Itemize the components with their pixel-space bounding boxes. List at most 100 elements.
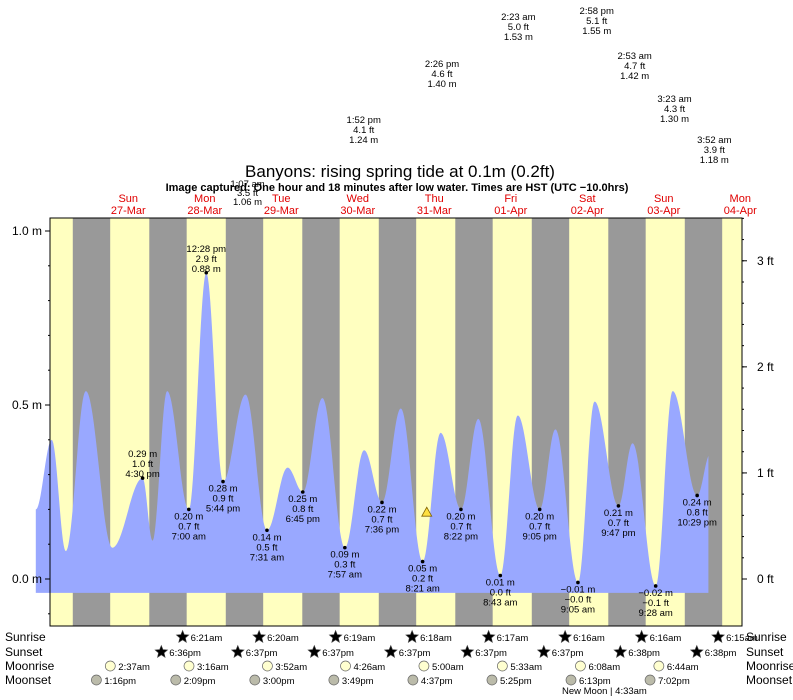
tide-extreme-point [265,528,269,533]
tide-extreme-label: 2.9 ft [196,254,217,265]
tide-extreme-point [420,559,425,564]
moonrise-row-label-right: Moonrise [746,659,793,673]
offscale-high-label: 4.1 ft [353,125,374,136]
tide-extreme-label: 0.3 ft [334,560,355,571]
sunset-time: 6:37pm [322,648,354,659]
day-name-label: Wed [347,193,369,205]
tide-extreme-label: 0.20 m [174,511,203,522]
sunrise-time: 6:20am [267,633,299,644]
sunset-star-icon [536,644,551,658]
tide-extreme-label: 7:31 am [250,552,284,563]
moonrise-time: 3:52am [275,662,307,673]
tide-extreme-label: 5:44 pm [206,504,240,515]
moonset-time: 5:25pm [500,676,532,687]
day-name-label: Tue [272,193,291,205]
offscale-high-label: 2:26 pm [425,59,459,70]
day-date-label: 28-Mar [187,205,222,217]
sunset-time: 6:37pm [246,648,278,659]
moonrise-time: 4:26am [354,662,386,673]
tide-extreme-label: −0.02 m [638,588,673,599]
tide-extreme-point [221,479,225,484]
sunset-star-icon [307,644,322,658]
sunrise-time: 6:17am [497,633,529,644]
day-date-label: 30-Mar [340,205,375,217]
tide-extreme-label: 0.7 ft [529,521,550,532]
moonset-time: 3:00pm [263,676,295,687]
tide-extreme-point [204,270,209,275]
moonset-moon-icon [407,674,419,686]
tide-extreme-label: 0.2 ft [412,574,433,585]
moonset-time: 4:37pm [421,676,453,687]
offscale-high-label: 4.6 ft [431,69,452,80]
day-date-label: 03-Apr [647,205,680,217]
plot-frame [49,217,743,627]
sunset-star-icon [460,644,475,658]
offscale-high-label: 1.24 m [349,135,378,146]
day-name-label: Mon [730,193,751,205]
sunset-row-label-left: Sunset [5,645,43,659]
tide-extreme-point [616,504,621,508]
moonrise-row-label-left: Moonrise [5,659,55,673]
moonset-moon-icon [170,674,182,686]
tide-extreme-label: 9:47 pm [601,528,635,539]
sunrise-time: 6:16am [650,633,682,644]
tide-extreme-label: 0.9 ft [212,494,233,505]
moonrise-moon-icon [262,660,273,672]
tide-extreme-point [459,507,463,512]
tide-extreme-label: 0.88 m [192,264,221,275]
tide-extreme-point [187,507,191,512]
tide-extreme-label: 0.29 m [128,449,157,460]
offscale-high-label: 1:52 pm [347,115,381,126]
day-name-label: Sun [118,193,138,205]
tide-extreme-label: 6:45 pm [286,514,320,525]
moonset-row-label-right: Moonset [746,673,793,687]
day-date-label: 04-Apr [724,205,757,217]
offscale-high-label: 3:23 am [657,94,691,105]
offscale-high-label: 3:52 am [697,135,731,146]
tide-extreme-label: 4:30 pm [125,469,159,480]
tide-extreme-label: 0.28 m [208,484,237,495]
moonrise-time: 5:33am [510,662,542,673]
tide-extreme-label: 0.22 m [367,504,396,515]
tide-extreme-label: −0.0 ft [565,594,592,605]
y-left-tick-label: 0.0 m [12,572,42,586]
sunrise-time: 6:15am [726,633,758,644]
moonset-moon-icon [486,674,498,686]
offscale-high-label: 3.9 ft [704,145,725,156]
tide-extreme-label: 0.7 ft [450,521,471,532]
sunset-row-label-right: Sunset [746,645,784,659]
tide-extreme-point [695,493,699,498]
sunrise-time: 6:21am [191,633,223,644]
tide-extreme-label: 0.7 ft [178,521,199,532]
moonset-moon-icon [328,674,340,686]
sunrise-star-icon [634,629,649,643]
day-name-label: Mon [194,193,215,205]
sunset-star-icon [613,644,628,658]
moonrise-moon-icon [104,660,116,672]
y-right-tick-label: 1 ft [757,466,774,480]
tide-extreme-label: 0.8 ft [292,504,313,515]
moonset-time: 7:02pm [658,676,690,687]
tide-extreme-label: 0.25 m [288,494,317,505]
offscale-high-label: 1.53 m [504,32,533,43]
sunset-star-icon [230,644,245,658]
moonrise-time: 6:08am [588,662,620,673]
moonrise-moon-icon [183,660,195,672]
tide-series-area [35,272,709,593]
day-date-label: 29-Mar [264,205,299,217]
sunset-star-icon [154,644,169,658]
sunrise-star-icon [252,629,267,643]
tide-extreme-label: 0.8 ft [687,507,708,518]
moonrise-moon-icon [418,660,430,672]
moonset-moon-icon [249,674,261,686]
sunrise-star-icon [558,629,573,643]
offscale-high-label: 5.0 ft [508,22,529,33]
sunset-star-icon [383,644,398,658]
tide-extreme-point [537,507,542,512]
offscale-high-label: 1.55 m [582,26,611,37]
current-tide-marker [421,506,433,517]
y-right-tick-label: 0 ft [757,572,774,586]
tide-extreme-point [576,580,580,585]
tide-extreme-label: 7:36 pm [365,524,399,535]
